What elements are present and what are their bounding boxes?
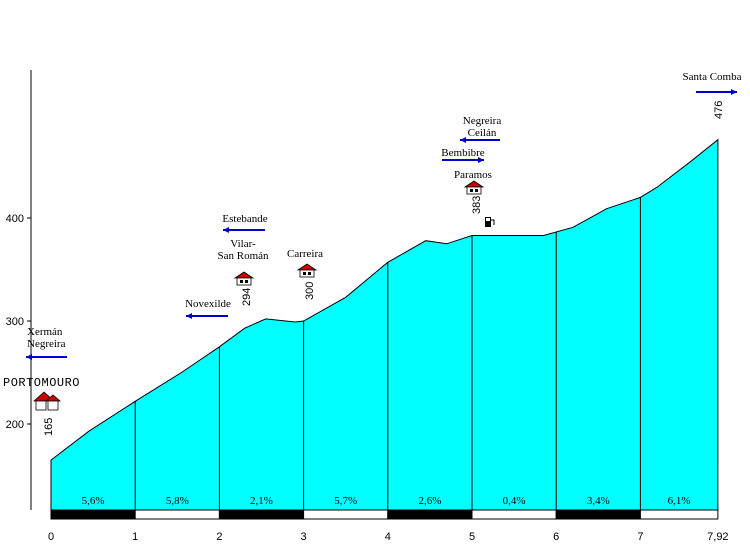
fuel-pump-hose: [491, 219, 495, 225]
distance-bar-segment: [50, 509, 136, 520]
x-tick-label: 5: [469, 531, 475, 543]
x-tick-label: 2: [216, 531, 222, 543]
segment-grade-label: 2,6%: [418, 495, 441, 507]
segment-grade-label: 5,8%: [166, 495, 189, 507]
place-name-paramos: Paramos: [454, 169, 492, 181]
junction-label-estebande: Estebande: [222, 213, 267, 225]
x-tick-label: 4: [385, 531, 391, 543]
place-name-carreira: Carreira: [287, 248, 323, 260]
distance-bar-segment: [303, 509, 389, 520]
house-wall: [299, 269, 315, 278]
segment-grade-label: 0,4%: [503, 495, 526, 507]
road-arrowhead: [26, 354, 32, 360]
x-tick-label: 1: [132, 531, 138, 543]
arrow-xerman-negreira: [26, 354, 67, 360]
y-tick-label: 300: [6, 316, 24, 328]
distance-bar-segment: [471, 509, 557, 520]
junction-label-xerman-negreira: Xermán Negreira: [27, 326, 66, 350]
x-tick-label: 0: [48, 531, 54, 543]
profile-area: [50, 138, 719, 511]
house-window: [470, 189, 473, 192]
house-window: [303, 272, 306, 275]
house-roof: [296, 263, 318, 271]
fuel-pump-window: [486, 218, 490, 221]
house-wall: [35, 400, 47, 411]
altitude-vilar: 294: [241, 288, 253, 306]
altitude-portomouro: 165: [43, 418, 55, 436]
house-wall: [466, 186, 482, 195]
altitude-santa-comba: 476: [713, 101, 725, 119]
house-window: [240, 280, 243, 283]
x-tick-label: 7: [637, 531, 643, 543]
place-name-vilar-san-roman: Vilar-San Román: [217, 238, 269, 262]
segment-grade-label: 2,1%: [250, 495, 273, 507]
road-arrowhead: [186, 313, 192, 319]
fuel-pump-body: [485, 217, 491, 227]
labels-layer: 5,6% 5,8% 2,1% 5,7% 2,6% 0,4% 3,4% 6,1%20030040…: [3, 71, 742, 543]
road-arrowhead: [460, 137, 466, 143]
arrow-estebande: [223, 227, 265, 233]
segment-grade-label: 5,7%: [334, 495, 357, 507]
arrow-bembibre: [442, 157, 484, 163]
arrow-santa-comba: [696, 89, 737, 95]
distance-bar-segment: [555, 509, 641, 520]
y-tick-label: 400: [6, 213, 24, 225]
house-wall: [236, 277, 252, 286]
distance-bar-segment: [639, 509, 719, 520]
house-wall: [47, 400, 59, 411]
house-window: [475, 189, 478, 192]
house-icon: [463, 180, 485, 195]
house-roof: [233, 271, 255, 279]
house-icon: [296, 263, 318, 278]
x-tick-label: 7,92: [707, 531, 728, 543]
axes-layer: [27, 70, 719, 520]
x-tick-label: 6: [553, 531, 559, 543]
house-icon: [233, 271, 255, 286]
y-tick-label: 200: [6, 419, 24, 431]
road-arrowhead: [478, 157, 484, 163]
road-arrowhead: [731, 89, 737, 95]
segment-grade-label: 3,4%: [587, 495, 610, 507]
segment-grade-label: 5,6%: [82, 495, 105, 507]
distance-bar-segment: [134, 509, 220, 520]
altitude-paramos: 383: [471, 196, 483, 214]
altitude-carreira: 300: [304, 282, 316, 300]
house-window: [308, 272, 311, 275]
fuel-pump-icon: [485, 217, 495, 227]
arrow-novexilde: [186, 313, 228, 319]
house-roof: [463, 180, 485, 188]
two-houses-icon: [32, 391, 62, 411]
profile-area-layer: [50, 138, 719, 511]
road-arrowhead: [223, 227, 229, 233]
segment-grade-label: 6,1%: [668, 495, 691, 507]
distance-bar-segment: [387, 509, 473, 520]
junction-label-novexilde: Novexilde: [185, 298, 231, 310]
junction-label-bembibre: Bembibre: [441, 147, 484, 159]
distance-bar-segment: [218, 509, 305, 520]
x-tick-label: 3: [301, 531, 307, 543]
arrow-negreira-ceilan: [460, 137, 500, 143]
place-name-portomouro: PORTOMOURO: [3, 376, 80, 390]
junction-label-santa-comba: Santa Comba: [683, 71, 742, 83]
house-window: [245, 280, 248, 283]
junction-label-negreira-ceilan: Negreira Ceilán: [463, 115, 502, 139]
